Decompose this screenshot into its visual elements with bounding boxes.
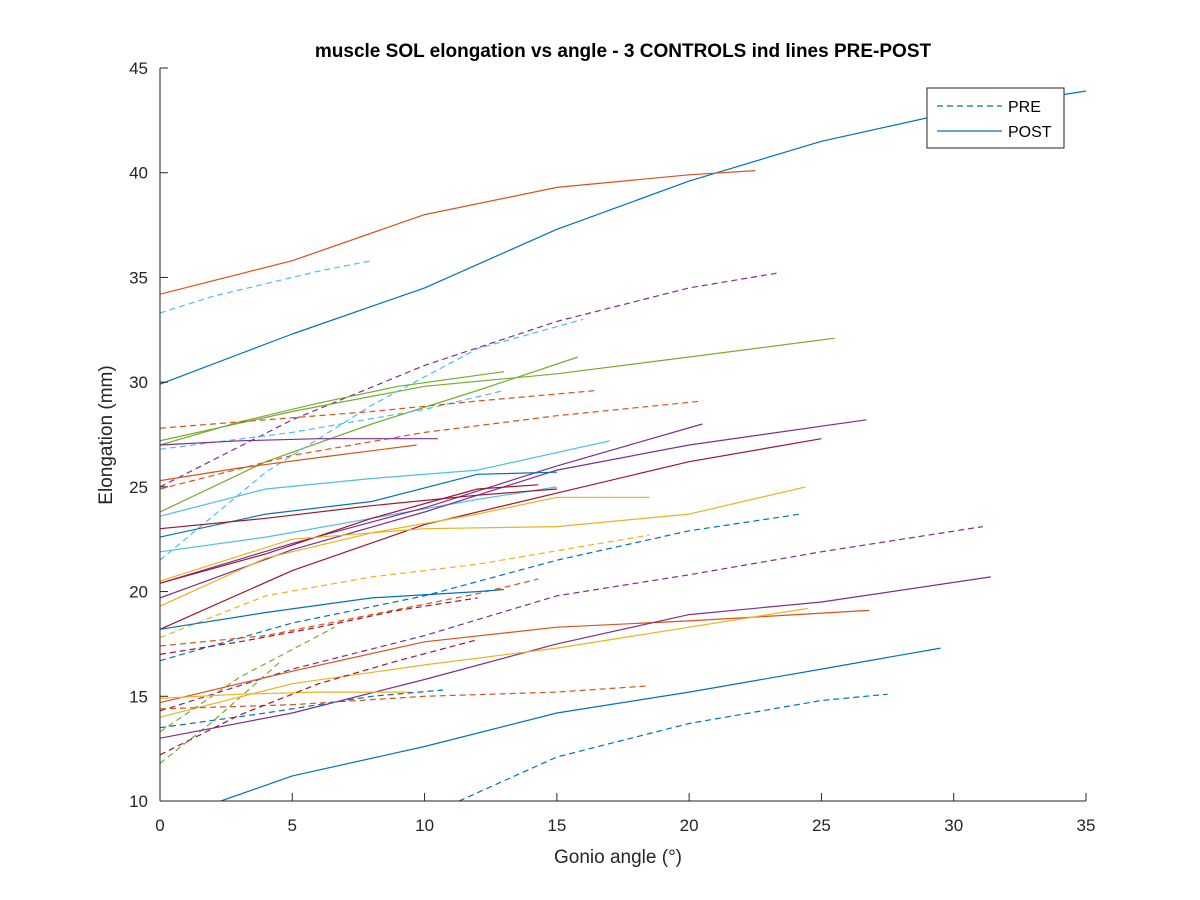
series-line-27	[160, 526, 983, 712]
series-line-12	[160, 444, 417, 482]
series-line-35	[160, 685, 650, 710]
series-line-6	[160, 356, 579, 513]
x-tick-label: 10	[415, 816, 434, 835]
legend-label-post: POST	[1008, 124, 1052, 141]
series-layer	[160, 90, 1086, 801]
series-line-13	[160, 440, 610, 517]
x-tick-label: 35	[1077, 816, 1096, 835]
series-line-20	[160, 488, 557, 530]
y-tick-label: 45	[129, 59, 148, 78]
series-line-32	[160, 576, 991, 739]
legend-box	[926, 87, 1065, 149]
series-line-8	[160, 389, 505, 450]
series-line-4	[160, 337, 835, 442]
series-line-33	[160, 607, 809, 718]
series-line-25	[160, 578, 539, 647]
legend-label-pre: PRE	[1008, 99, 1041, 116]
axes-layer: 0 5 10 15 20 25 30 35 10 15 20 25 30 35 40 45	[129, 59, 1095, 835]
legend: PRE POST	[926, 87, 1065, 149]
series-line-16	[160, 419, 867, 599]
x-tick-label: 20	[680, 816, 699, 835]
x-tick-label: 25	[812, 816, 831, 835]
series-line-21	[160, 496, 650, 607]
series-line-22	[160, 486, 806, 582]
series-line-38	[220, 647, 941, 801]
series-line-2	[160, 260, 372, 314]
x-tick-label: 30	[944, 816, 963, 835]
y-tick-label: 20	[129, 583, 148, 602]
series-line-3	[160, 272, 777, 488]
series-line-15	[160, 423, 703, 584]
series-line-1	[160, 170, 756, 295]
series-line-29	[160, 626, 335, 733]
series-line-26	[160, 588, 504, 630]
series-line-30	[160, 662, 280, 764]
series-line-24	[160, 534, 650, 639]
series-line-5	[160, 371, 504, 446]
y-tick-label: 25	[129, 478, 148, 497]
y-tick-label: 40	[129, 164, 148, 183]
x-tick-label: 5	[288, 816, 297, 835]
series-line-37	[160, 639, 478, 756]
x-tick-label: 15	[547, 816, 566, 835]
series-line-28	[160, 597, 478, 655]
x-axis-label: Gonio angle (°)	[554, 847, 682, 868]
y-tick-label: 35	[129, 268, 148, 287]
series-line-9	[160, 389, 597, 429]
series-line-11	[160, 438, 438, 446]
series-line-36	[160, 689, 444, 729]
series-line-18	[160, 484, 539, 584]
x-tick-label: 0	[155, 816, 164, 835]
series-line-17	[160, 438, 822, 630]
series-line-31	[160, 609, 870, 704]
y-tick-label: 15	[129, 687, 148, 706]
y-axis-label: Elongation (mm)	[96, 365, 117, 504]
series-line-23	[160, 513, 801, 662]
chart-title: muscle SOL elongation vs angle - 3 CONTR…	[315, 41, 932, 62]
series-line-34	[160, 691, 412, 699]
series-line-7	[160, 318, 584, 561]
y-tick-label: 10	[129, 792, 148, 811]
series-line-39	[458, 693, 888, 801]
y-tick-label: 30	[129, 373, 148, 392]
